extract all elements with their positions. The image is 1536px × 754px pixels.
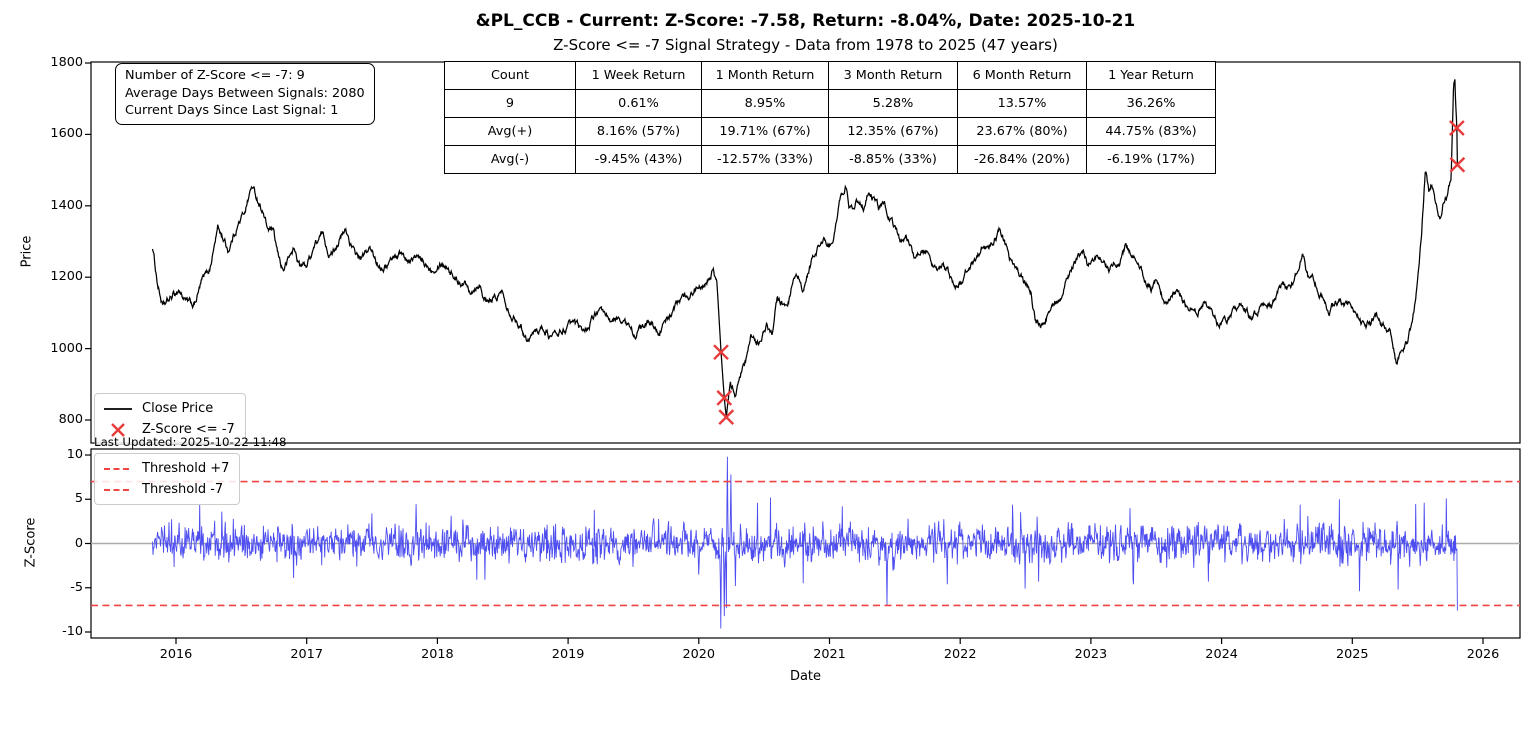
table-cell: 12.35% (67%) xyxy=(828,117,958,146)
zscore-y-tick-label: 0 xyxy=(74,535,83,551)
x-tick-label: 2024 xyxy=(1205,647,1238,662)
legend-item-close-price: Close Price xyxy=(103,398,235,419)
legend-label-close-price: Close Price xyxy=(142,401,214,416)
stat-avg-days-between-signals: Average Days Between Signals: 2080 xyxy=(125,85,365,101)
zscore-y-tick-label: -5 xyxy=(70,579,83,595)
table-cell: 8.16% (57%) xyxy=(575,117,702,146)
page-title: &PL_CCB - Current: Z-Score: -7.58, Retur… xyxy=(475,11,1136,31)
table-cell: -6.19% (17%) xyxy=(1086,145,1216,174)
table-cell: -12.57% (33%) xyxy=(701,145,829,174)
table-cell: Avg(-) xyxy=(444,145,576,174)
table-cell: 36.26% xyxy=(1086,89,1216,118)
x-tick-label: 2026 xyxy=(1466,647,1500,662)
table-cell: 5.28% xyxy=(828,89,958,118)
x-tick-label: 2022 xyxy=(943,647,977,662)
table-header-row: Count 1 Week Return 1 Month Return 3 Month … xyxy=(444,61,1216,90)
x-tick-label: 2020 xyxy=(682,647,716,662)
table-cell: 6 Month Return xyxy=(957,61,1087,90)
dashed-line-icon xyxy=(104,488,132,491)
x-marker-icon xyxy=(111,422,125,437)
table-cell: 1 Week Return xyxy=(575,61,702,90)
table-cell: 3 Month Return xyxy=(828,61,958,90)
table-cell: 9 xyxy=(444,89,576,118)
signal-marker xyxy=(716,390,733,406)
price-y-tick-label: 800 xyxy=(58,412,83,427)
legend-label-threshold-lower: Threshold -7 xyxy=(142,482,224,497)
zscore-line xyxy=(152,456,1458,629)
close-price-line-icon xyxy=(104,407,132,410)
table-cell: 44.75% (83%) xyxy=(1086,117,1216,146)
price-line xyxy=(151,79,1459,417)
table-cell: 13.57% xyxy=(957,89,1087,118)
price-y-tick-label: 1800 xyxy=(50,55,83,70)
price-y-tick-label: 1200 xyxy=(50,269,83,285)
last-updated-text: Last Updated: 2025-10-22 11:48 xyxy=(94,435,287,449)
table-cell: 19.71% (67%) xyxy=(701,117,829,146)
legend-label-threshold-upper: Threshold +7 xyxy=(142,461,230,476)
table-cell: 8.95% xyxy=(701,89,829,118)
table-cell: 23.67% (80%) xyxy=(957,117,1087,146)
signal-marker xyxy=(1449,120,1465,136)
signal-marker xyxy=(718,409,735,425)
table-cell: Avg(+) xyxy=(444,117,576,146)
table-cell: 1 Month Return xyxy=(701,61,829,90)
legend-item-threshold-lower: Threshold -7 xyxy=(103,479,229,500)
table-cell: -9.45% (43%) xyxy=(575,145,702,174)
legend-label-signal: Z-Score <= -7 xyxy=(142,422,235,437)
signal-marker xyxy=(1449,156,1466,173)
stat-days-since-last-signal: Current Days Since Last Signal: 1 xyxy=(125,103,339,119)
table-cell: -26.84% (20%) xyxy=(957,145,1087,174)
zscore-y-tick-label: -10 xyxy=(62,624,83,639)
stat-signal-count: Number of Z-Score <= -7: 9 xyxy=(125,68,305,83)
price-axis-label: Price xyxy=(19,235,35,268)
legend-item-threshold-upper: Threshold +7 xyxy=(103,458,229,479)
signal-stats-box: Number of Z-Score <= -7: 9 Average Days … xyxy=(115,63,375,125)
price-y-tick-label: 1600 xyxy=(50,126,83,142)
zscore-y-tick-label: 5 xyxy=(74,491,83,507)
returns-summary-table: Count 1 Week Return 1 Month Return 3 Month … xyxy=(444,61,1216,174)
dashed-line-icon xyxy=(104,467,132,470)
x-tick-label: 2018 xyxy=(421,647,454,662)
table-cell: -8.85% (33%) xyxy=(828,145,958,174)
table-cell: 0.61% xyxy=(575,89,702,118)
table-cell: 1 Year Return xyxy=(1086,61,1216,90)
table-row-0: 9 0.61% 8.95% 5.28% 13.57% 36.26% xyxy=(444,89,1216,118)
x-tick-label: 2016 xyxy=(159,647,193,662)
date-axis-label: Date xyxy=(789,669,822,684)
x-tick-label: 2017 xyxy=(290,647,323,662)
x-tick-label: 2025 xyxy=(1336,647,1369,662)
x-tick-label: 2019 xyxy=(551,647,585,662)
threshold-legend: Threshold +7 Threshold -7 xyxy=(94,453,241,505)
x-tick-label: 2021 xyxy=(813,647,846,662)
legend-item-signal-marker: Z-Score <= -7 xyxy=(103,419,235,440)
x-tick-label: 2023 xyxy=(1074,647,1108,662)
table-cell: Count xyxy=(444,61,576,90)
table-row-2: Avg(-) -9.45% (43%) -12.57% (33%) -8.85% (3… xyxy=(444,145,1216,174)
zscore-y-tick-label: 10 xyxy=(66,447,83,462)
page-subtitle: Z-Score <= -7 Signal Strategy - Data fro… xyxy=(553,36,1058,54)
price-y-tick-label: 1000 xyxy=(50,340,83,356)
price-y-tick-label: 1400 xyxy=(50,197,83,213)
table-row-1: Avg(+) 8.16% (57%) 19.71% (67%) 12.35% (67%… xyxy=(444,117,1216,146)
signal-marker xyxy=(713,344,729,361)
price-legend: Close Price Z-Score <= -7 xyxy=(94,393,246,445)
